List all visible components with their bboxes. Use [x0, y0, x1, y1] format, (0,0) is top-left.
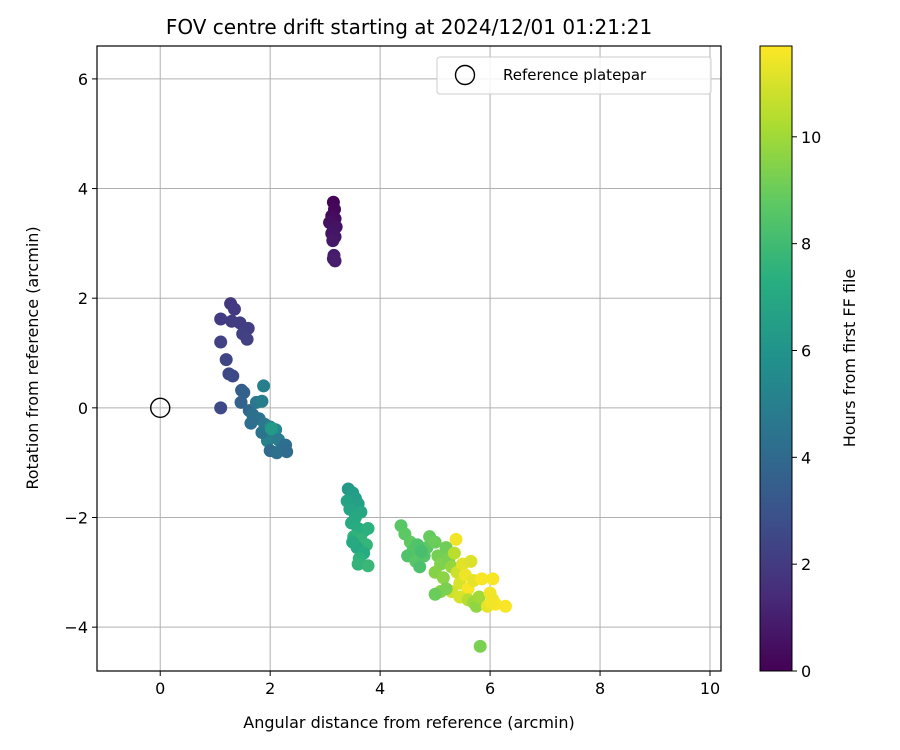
- colorbar-gradient: [759, 45, 793, 672]
- y-tick-label: 0: [78, 399, 88, 418]
- x-tick-label: 6: [485, 679, 495, 698]
- data-point: [447, 546, 461, 560]
- y-tick-label: −2: [64, 508, 88, 527]
- y-axis-label: Rotation from reference (arcmin): [23, 226, 42, 489]
- data-point: [226, 369, 240, 383]
- legend-marker: [454, 64, 476, 86]
- y-tick-label: 4: [78, 180, 88, 199]
- data-point: [414, 544, 428, 558]
- data-point: [234, 395, 248, 409]
- data-point: [473, 639, 487, 653]
- data-points: [214, 195, 512, 653]
- data-point: [326, 234, 340, 248]
- data-point: [219, 353, 233, 367]
- y-tick-label: 6: [78, 70, 88, 89]
- legend-box: [436, 56, 712, 95]
- data-point: [428, 535, 442, 549]
- data-point: [351, 557, 365, 571]
- data-point: [280, 445, 294, 459]
- legend: Reference platepar: [436, 56, 712, 95]
- data-point: [257, 379, 271, 393]
- data-point: [475, 572, 489, 586]
- grid-lines: [97, 46, 721, 671]
- colorbar: 0 2 4 6 8 10 Hours from first FF file: [759, 45, 859, 681]
- data-point: [214, 312, 228, 326]
- data-point: [264, 422, 278, 436]
- colorbar-ticks: 0 2 4 6 8 10: [792, 128, 821, 681]
- y-tick-label: 2: [78, 289, 88, 308]
- colorbar-tick-label: 10: [801, 128, 821, 147]
- colorbar-tick-label: 2: [801, 555, 811, 574]
- x-tick-label: 0: [155, 679, 165, 698]
- x-tick-label: 4: [375, 679, 385, 698]
- colorbar-tick-label: 0: [801, 662, 811, 681]
- colorbar-tick-label: 4: [801, 448, 811, 467]
- data-point: [237, 385, 251, 399]
- data-point: [244, 416, 258, 430]
- data-point: [484, 595, 498, 609]
- data-point: [240, 332, 254, 346]
- y-axis-ticks: −4 −2 0 2 4 6: [64, 70, 97, 637]
- data-point: [361, 521, 375, 535]
- data-point: [346, 535, 360, 549]
- data-point: [486, 572, 500, 586]
- colorbar-tick-label: 6: [801, 341, 811, 360]
- chart-title: FOV centre drift starting at 2024/12/01 …: [166, 15, 652, 39]
- data-point: [498, 599, 512, 613]
- x-tick-label: 10: [700, 679, 720, 698]
- data-point: [361, 559, 375, 573]
- data-point: [449, 532, 463, 546]
- data-point: [428, 587, 442, 601]
- data-point: [255, 394, 269, 408]
- x-tick-label: 2: [265, 679, 275, 698]
- y-tick-label: −4: [64, 618, 88, 637]
- data-point: [214, 401, 228, 415]
- data-point: [472, 590, 486, 604]
- reference-platepar-marker: [150, 397, 171, 419]
- data-point: [464, 554, 478, 568]
- data-point: [436, 571, 450, 585]
- data-point: [328, 254, 342, 268]
- data-point: [214, 335, 228, 349]
- legend-entry-label: Reference platepar: [503, 66, 647, 84]
- colorbar-label: Hours from first FF file: [840, 269, 859, 448]
- data-point: [227, 302, 241, 316]
- data-point: [439, 582, 453, 596]
- data-point: [270, 446, 284, 460]
- colorbar-tick-label: 8: [801, 235, 811, 254]
- x-tick-label: 8: [595, 679, 605, 698]
- x-axis-ticks: 0 2 4 6 8 10: [155, 671, 720, 698]
- data-point: [413, 560, 427, 574]
- plot-frame: [96, 45, 722, 672]
- x-axis-label: Angular distance from reference (arcmin): [243, 713, 574, 732]
